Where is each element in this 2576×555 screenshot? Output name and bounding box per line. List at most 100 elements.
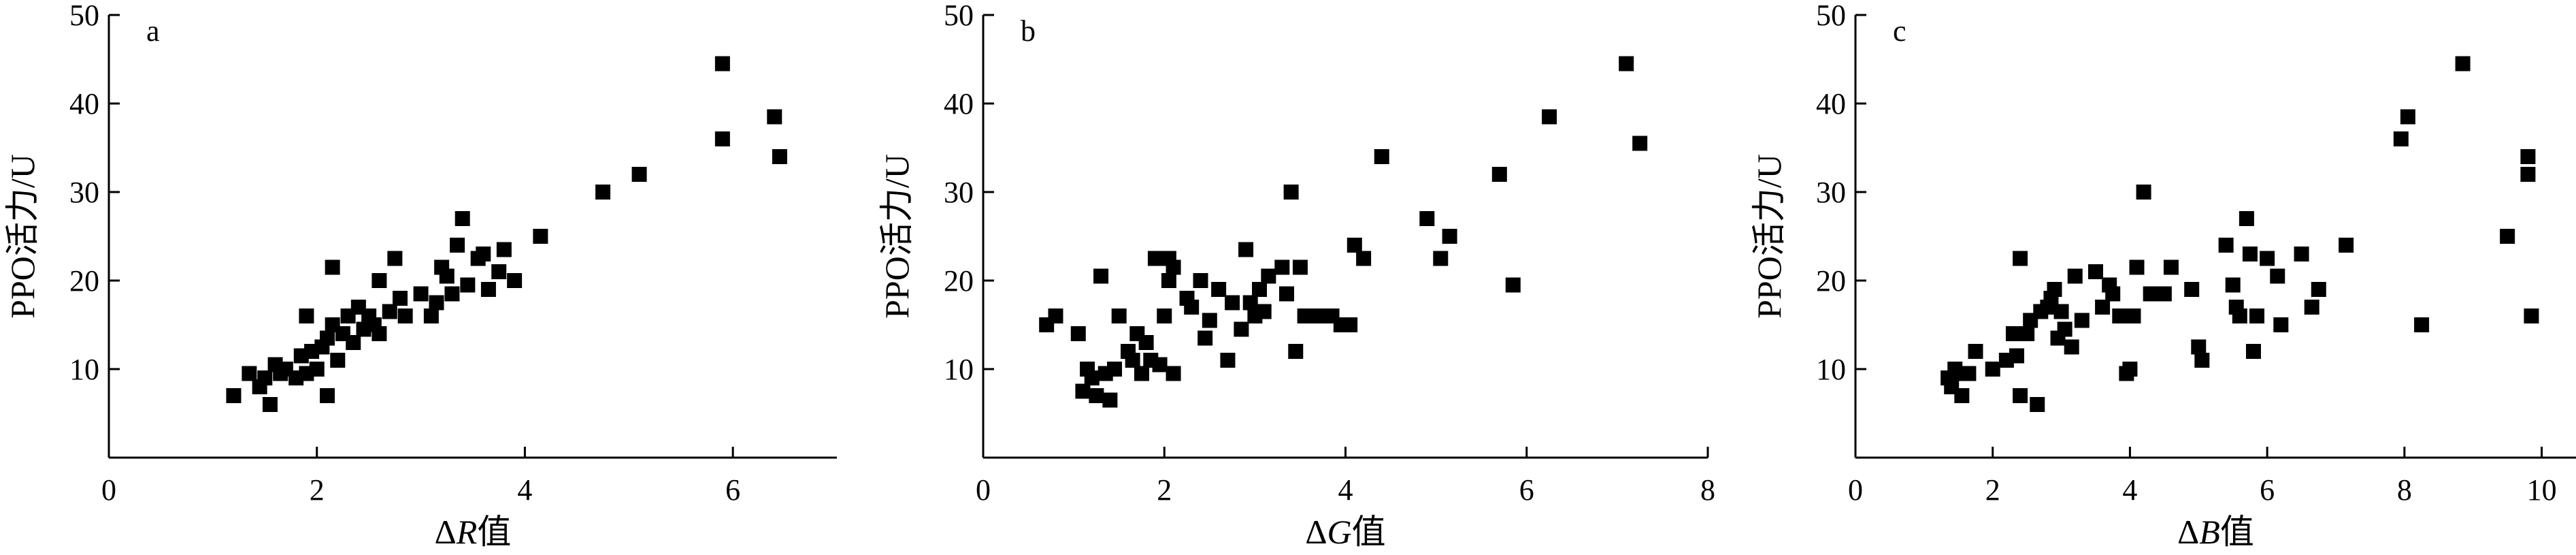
y-tick-label: 20 [944,264,974,298]
data-point [309,362,325,377]
data-point [460,277,476,293]
data-point [2414,317,2430,332]
y-axis-title: PPO活力/U [3,154,42,319]
data-point [371,326,387,341]
y-tick-label: 30 [69,176,99,209]
data-point [1542,109,1557,125]
data-point [2191,339,2207,355]
data-point [382,304,397,319]
data-point [1211,282,1227,297]
data-point [2136,185,2151,200]
data-point [2126,308,2141,323]
data-point [1374,149,1389,164]
panel-label: b [1021,14,1036,48]
data-point [1134,366,1149,381]
data-point [2019,326,2035,341]
data-point [2339,238,2354,253]
data-point [1075,383,1091,399]
data-point [1111,308,1127,323]
data-point [1356,251,1372,266]
data-point [262,397,278,412]
data-point [455,211,470,226]
data-point [2245,344,2261,359]
data-point [2260,251,2275,266]
data-point [393,291,408,306]
data-point [2524,308,2539,323]
y-axis-title: PPO活力/U [1750,154,1788,319]
data-point [346,335,361,350]
data-point [429,295,444,311]
x-tick-label: 2 [1985,473,2000,507]
data-point [1225,295,1240,311]
data-point [2067,268,2083,284]
data-point [2013,388,2028,403]
data-point [2249,308,2265,323]
data-point [226,388,242,403]
data-point [2112,308,2128,323]
data-point [1193,273,1208,288]
y-tick-label: 10 [944,353,974,386]
data-point [2270,268,2285,284]
data-point [2163,259,2179,275]
data-point [1138,335,1154,350]
data-point [257,370,273,385]
data-point [2500,229,2515,244]
x-axis-title: ΔR值 [435,513,512,551]
y-tick-label: 40 [1816,87,1846,121]
chart-panel-b: 0 2 4 6 8 10 20 30 40 50 b ΔG值 PPO活力/U [878,0,1715,551]
data-point [2122,362,2138,377]
data-point [1491,167,1507,182]
data-point [1157,308,1172,323]
data-point [2143,286,2158,302]
data-point [1152,357,1168,372]
data-point [1288,344,1304,359]
data-point [320,330,335,346]
data-point [631,167,647,182]
data-point [2005,326,2021,341]
data-point [1161,273,1176,288]
chart-panel-a: 0 2 4 6 10 20 30 40 50 a ΔR值 PPO活力/U [3,0,837,551]
panel-label: a [146,14,160,48]
data-point [1147,251,1163,266]
data-point [2009,348,2025,364]
y-tick-label: 10 [69,353,99,386]
panel-label: c [1893,14,1906,48]
data-point [1342,317,1358,332]
data-point [450,238,465,253]
data-point [1202,313,1217,328]
chart-panel-c: 0 2 4 6 8 10 10 20 30 40 50 c ΔB值 PPO活力/U [1750,0,2576,551]
data-point [371,273,387,288]
x-tick-label: 4 [517,473,532,507]
y-tick-label: 50 [69,0,99,32]
data-point [299,308,314,323]
x-tick-label: 2 [310,473,325,507]
data-point [2064,339,2079,355]
data-point [1107,362,1123,377]
data-point [2218,238,2234,253]
data-point [2095,300,2111,315]
data-point [714,56,730,72]
data-point [1070,326,1086,341]
data-point [1048,308,1063,323]
data-point [1283,185,1299,200]
data-point [1093,268,1109,284]
data-point [2129,259,2145,275]
data-point [2225,277,2241,293]
data-point [1433,251,1449,266]
data-point [1125,353,1140,368]
data-point [2053,304,2069,319]
y-tick-label: 20 [69,264,99,298]
data-point [1242,295,1258,311]
y-tick-label: 30 [944,176,974,209]
x-tick-label: 8 [2397,473,2412,507]
data-point [1256,304,1272,319]
x-tick-label: 8 [1700,473,1715,507]
data-point [1089,388,1104,403]
data-point [1632,136,1648,151]
x-tick-label: 4 [1338,473,1353,507]
data-point [2105,286,2121,302]
data-point [2057,321,2073,337]
data-point [2393,131,2409,146]
data-point [1985,362,2000,377]
